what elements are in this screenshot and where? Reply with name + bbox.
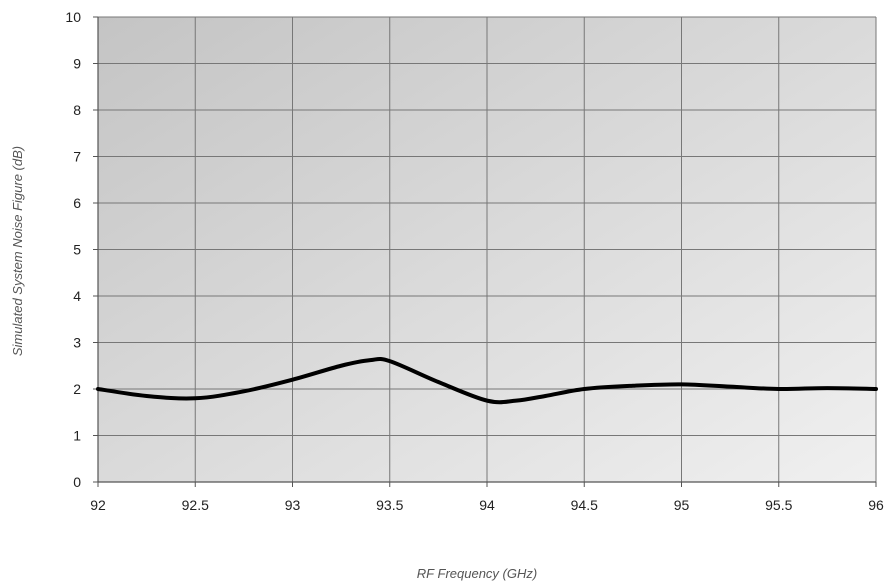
- y-tick-label: 9: [73, 56, 81, 72]
- x-axis-title: RF Frequency (GHz): [417, 566, 537, 581]
- y-tick-label: 3: [73, 335, 81, 351]
- x-tick-label: 95: [674, 497, 690, 513]
- y-tick-label: 2: [73, 381, 81, 397]
- y-tick-label: 0: [73, 474, 81, 490]
- x-tick-label: 95.5: [765, 497, 792, 513]
- y-tick-label: 7: [73, 149, 81, 165]
- ticks-layer: 92 92.5 93 93.5 94 94.5 95 95.5 96 0 1 2 3 4 5 6 7 8 9 10: [65, 9, 884, 513]
- y-axis-title: Simulated System Noise Figure (dB): [10, 146, 25, 356]
- x-tick-label: 93.5: [376, 497, 403, 513]
- y-tick-label: 10: [65, 9, 81, 25]
- axes-layer: [93, 16, 877, 487]
- x-tick-label: 92: [90, 497, 106, 513]
- x-tick-label: 92.5: [182, 497, 209, 513]
- x-tick-label: 96: [868, 497, 884, 513]
- y-tick-label: 4: [73, 288, 81, 304]
- y-tick-label: 6: [73, 195, 81, 211]
- series-layer: [96, 356, 878, 405]
- series-line: [96, 356, 878, 405]
- x-tick-label: 93: [285, 497, 301, 513]
- y-tick-label: 8: [73, 102, 81, 118]
- y-tick-label: 1: [73, 428, 81, 444]
- x-tick-label: 94.5: [571, 497, 598, 513]
- y-tick-label: 5: [73, 242, 81, 258]
- x-tick-label: 94: [479, 497, 495, 513]
